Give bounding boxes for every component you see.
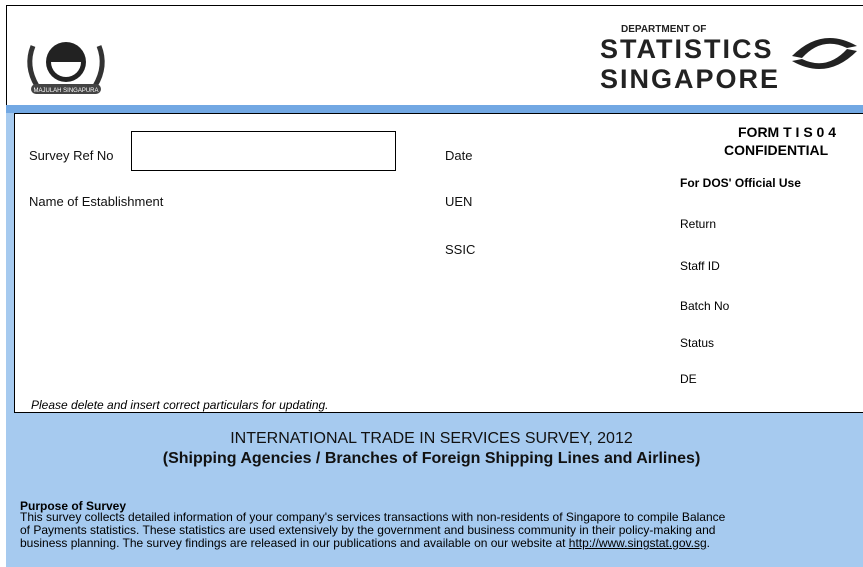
official-field: Status [680,336,715,350]
official-box: FORM T I S 0 4 CONFIDENTIAL For DOS' Off… [668,113,863,413]
label: UEN [445,194,473,209]
purpose-line: business planning. The survey findings a… [20,537,710,550]
purpose-line: of Payments statistics. These statistics… [20,524,715,537]
crest: MAJULAH SINGAPURA [27,42,105,94]
official-heading: For DOS' Official Use [680,176,801,190]
official-field: Return [680,217,717,231]
dos-swoosh [792,38,857,69]
label: Name of Establishment [29,194,164,209]
survey-title: INTERNATIONAL TRADE IN SERVICES SURVEY, … [230,430,633,447]
survey-ref-input[interactable] [131,131,396,171]
purpose-text: . [706,536,710,550]
official-field: Batch No [680,299,730,313]
label: SSIC [445,242,476,257]
confidential: CONFIDENTIAL [724,142,829,158]
form-box: Survey Ref No Date Name of Establishment… [14,113,670,413]
website-link[interactable]: http://www.singstat.gov.sg [568,536,707,550]
label: Survey Ref No [29,148,114,163]
form-code: FORM T I S 0 4 [738,124,837,140]
singapore: SINGAPORE [600,64,781,94]
purpose-text: of Payments statistics. These statistics… [20,523,716,537]
official-field: Staff ID [680,259,720,273]
purpose-text: This survey collects detailed informatio… [20,510,726,524]
official-field: DE [680,372,697,386]
survey-subtitle: (Shipping Agencies / Branches of Foreign… [162,450,701,467]
note: Please delete and insert correct particu… [31,398,329,412]
statistics: STATISTICS [600,34,774,64]
header: MAJULAH SINGAPURA DEPARTMENT OF STATISTI… [6,5,863,106]
blue-band [6,105,863,113]
crest-motto: MAJULAH SINGAPURA [33,88,98,94]
purpose-line: This survey collects detailed informatio… [20,511,725,524]
purpose-text: business planning. The survey findings a… [20,536,569,550]
label: Date [445,148,473,163]
dept-of: DEPARTMENT OF [621,24,707,35]
purpose-heading: Purpose of Survey [20,499,127,513]
